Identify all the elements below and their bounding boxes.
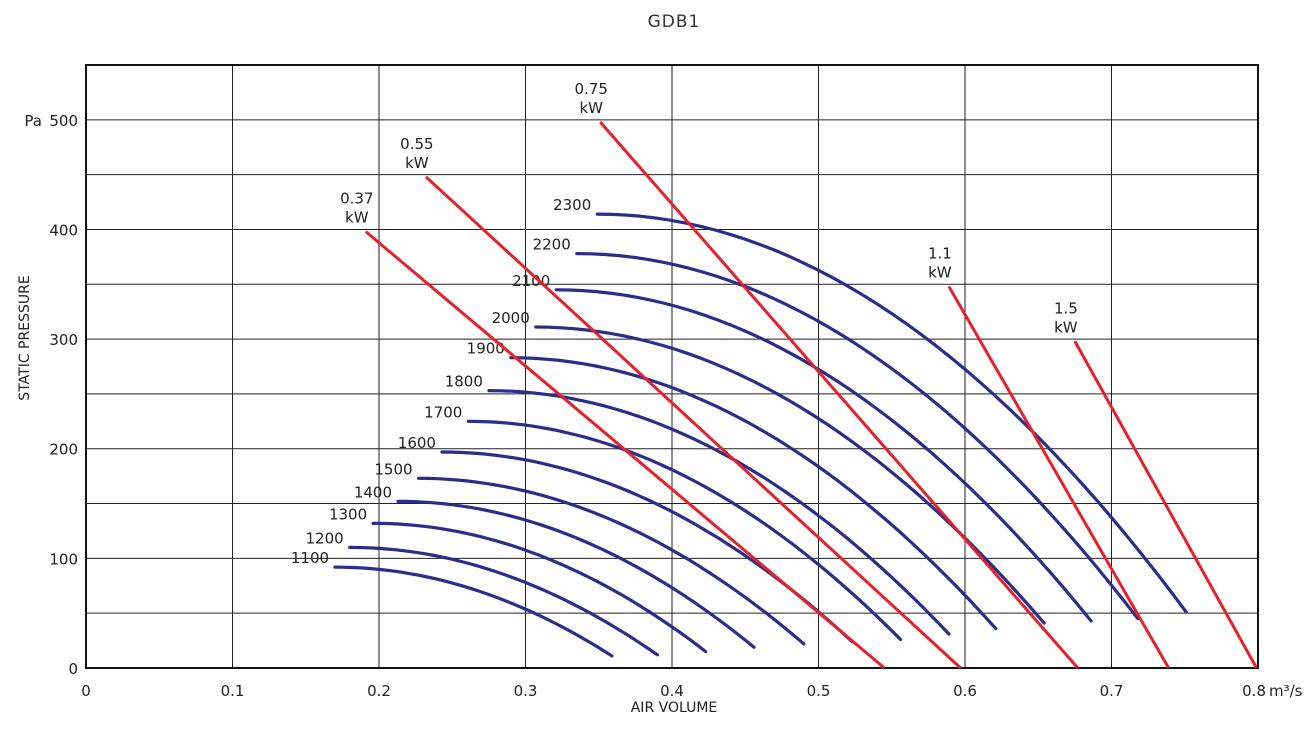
speed-curve-label: 2300 [553,196,591,214]
speed-curve-label: 1800 [445,373,483,391]
speed-curve-1900 [509,356,998,631]
x-tick-label: 0.2 [367,682,391,700]
y-tick-label: 400 [49,221,78,239]
y-unit-label: Pa [24,112,42,130]
power-line-label: 0.55 [400,135,433,153]
y-tick-label: 200 [49,441,78,459]
power-line-unit: kW [345,209,369,227]
y-tick-label: 0 [68,660,78,678]
power-line-unit: kW [1054,318,1078,336]
speed-curve-1800 [487,389,951,636]
power-line-label: 0.75 [575,80,608,98]
speed-curve-label: 1100 [291,549,329,567]
plot-frame [85,64,1259,669]
power-line-label: 1.1 [928,244,952,262]
speed-curve-1500 [417,476,806,646]
speed-curve-label: 1500 [374,460,412,478]
power-line-label: 1.5 [1054,299,1078,317]
speed-curve-1700 [466,419,903,642]
speed-curve-label: 1900 [467,340,505,358]
speed-curve-1400 [396,499,756,649]
x-tick-label: 0.1 [221,682,245,700]
x-unit-label: m³/s [1269,682,1303,700]
power-line-0.37 [364,230,886,670]
power-line-unit: kW [928,263,952,281]
speed-curve-2200 [575,252,1140,621]
speed-curve-label: 2200 [533,236,571,254]
speed-curve-2300 [595,212,1188,614]
speed-curve-2100 [554,288,1093,623]
speed-curve-label: 2100 [512,272,550,290]
grid-lines [86,65,1258,668]
speed-curve-label: 1400 [354,483,392,501]
speed-curve-1100 [333,565,614,658]
power-line-unit: kW [405,154,429,172]
x-axis-label: AIR VOLUME [630,700,718,716]
x-tick-label: 0.4 [660,682,684,700]
speed-curve-label: 2000 [492,309,530,327]
speed-curve-1200 [348,545,659,657]
power-line-label: 0.37 [340,190,373,208]
x-tick-label: 0 [81,682,91,700]
power-line-unit: kW [579,99,603,117]
y-tick-label: 500 [49,112,78,130]
speed-curve-label: 1600 [398,434,436,452]
power-line-0.55 [424,175,962,670]
speed-curve-1300 [371,521,708,654]
speed-curve-label: 1200 [306,529,344,547]
x-tick-label: 0.7 [1100,682,1124,700]
x-tick-label: 0.3 [514,682,538,700]
power-lines [364,121,1258,670]
x-tick-label: 0.5 [807,682,831,700]
y-tick-label: 100 [49,550,78,568]
power-line-1.1 [947,285,1170,669]
x-tick-label: 0.8 [1242,682,1266,700]
power-line-1.5 [1073,340,1258,669]
speed-curves [333,212,1188,658]
y-tick-label: 300 [49,331,78,349]
speed-curve-label: 1300 [329,505,367,523]
chart-title: GDB1 [647,12,701,32]
x-tick-label: 0.6 [953,682,977,700]
power-line-0.75 [599,121,1079,669]
speed-curve-label: 1700 [424,403,462,421]
